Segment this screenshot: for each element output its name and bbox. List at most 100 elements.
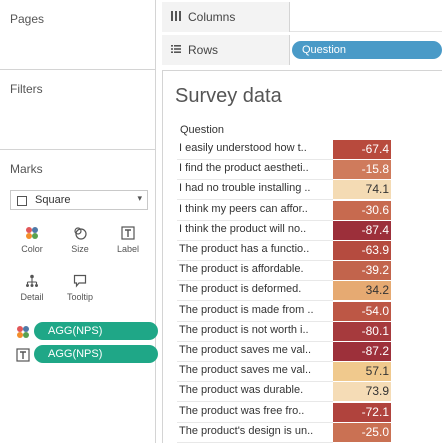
table-row[interactable]: The product is affordable. -39.2 xyxy=(163,260,442,282)
row-divider xyxy=(177,239,333,241)
columns-shelf-header: Columns xyxy=(162,2,290,32)
table-row[interactable]: The product's design is un.. -25.0 xyxy=(163,422,442,443)
table-row[interactable]: The product is not worth i.. -80.1 xyxy=(163,321,442,342)
table-row[interactable]: The product is deformed. 34.2 xyxy=(163,280,442,302)
size-circles-icon xyxy=(60,222,100,244)
viz-title: Survey data xyxy=(175,85,282,107)
question-label: I think my peers can affor.. xyxy=(179,202,308,215)
question-column-header[interactable]: Question xyxy=(180,124,225,136)
mark-type-dropdown[interactable]: Square ▾ xyxy=(10,190,148,210)
row-divider xyxy=(177,219,333,221)
columns-bars-icon xyxy=(170,10,182,22)
marks-card: Marks xyxy=(0,150,156,443)
nps-value-cell[interactable]: 74.1 xyxy=(333,180,391,200)
tooltip-button[interactable]: Tooltip xyxy=(60,270,100,310)
question-label: The product is deformed. xyxy=(179,283,302,296)
table-row[interactable]: The product saves me val.. -87.2 xyxy=(163,341,442,362)
question-label: The product is not worth i.. xyxy=(179,323,309,336)
table-row[interactable]: The product was free fro.. -72.1 xyxy=(163,402,442,423)
rows-shelf-header: Rows xyxy=(162,35,290,65)
row-divider xyxy=(177,159,333,160)
row-divider xyxy=(177,381,333,383)
tooltip-button-label: Tooltip xyxy=(66,292,93,302)
table-row[interactable]: The product is made from .. -54.0 xyxy=(163,301,442,322)
color-field-pill[interactable]: AGG(NPS) xyxy=(34,322,158,340)
question-field-pill[interactable]: Question xyxy=(292,41,442,59)
nps-value-cell[interactable]: -87.4 xyxy=(333,220,391,240)
viz-area: Survey data Question I easily understood… xyxy=(162,70,442,443)
rows-lines-icon xyxy=(170,43,182,55)
tooltip-bubble-icon xyxy=(60,270,100,292)
row-divider xyxy=(177,260,333,261)
pages-card[interactable]: Pages xyxy=(0,0,156,70)
size-button-label: Size xyxy=(71,244,89,254)
row-divider xyxy=(177,441,333,443)
row-divider xyxy=(177,179,333,181)
table-row[interactable]: I think the product will no.. -87.4 xyxy=(163,220,442,241)
nps-value-cell[interactable]: -72.1 xyxy=(333,402,391,422)
question-label: The product saves me val.. xyxy=(179,364,312,377)
table-row[interactable]: The product has a functio.. -63.9 xyxy=(163,240,442,261)
left-pane: Pages Filters Marks Square ▾ Color Si xyxy=(0,0,158,443)
mark-type-value: Square xyxy=(35,194,71,206)
question-label: I easily understood how t.. xyxy=(179,142,307,154)
text-t-icon xyxy=(16,348,30,362)
table-row[interactable]: The product was durable. 73.9 xyxy=(163,381,442,403)
text-t-icon xyxy=(108,222,148,244)
row-divider xyxy=(177,401,333,403)
columns-shelf-label: Columns xyxy=(188,10,236,24)
marks-color-field-row: AGG(NPS) xyxy=(14,322,158,340)
table-row[interactable]: The product saves me val.. 57.1 xyxy=(163,361,442,383)
nps-value-cell[interactable]: -30.6 xyxy=(333,200,391,220)
detail-button-label: Detail xyxy=(20,292,44,302)
detail-tree-icon xyxy=(12,270,52,292)
color-button[interactable]: Color xyxy=(12,222,52,262)
rows-shelf-label: Rows xyxy=(188,43,219,57)
pages-card-title: Pages xyxy=(10,12,45,26)
nps-value-cell[interactable]: -80.1 xyxy=(333,321,391,341)
table-row[interactable]: I think my peers can affor.. -30.6 xyxy=(163,200,442,221)
nps-value-cell[interactable]: 57.1 xyxy=(333,362,391,382)
nps-value-cell[interactable]: 73.9 xyxy=(333,382,391,402)
rows-shelf[interactable]: Rows Question xyxy=(162,35,442,65)
row-divider xyxy=(177,340,333,342)
nps-value-cell[interactable]: 34.2 xyxy=(333,281,391,301)
size-button[interactable]: Size xyxy=(60,222,100,262)
question-label: The product was free fro.. xyxy=(179,404,305,417)
nps-value-cell[interactable]: -87.2 xyxy=(333,342,391,361)
table-row[interactable]: I easily understood how t.. -67.4 xyxy=(163,139,442,160)
table-row[interactable]: I find the product aestheti.. -15.8 xyxy=(163,159,442,181)
filters-card[interactable]: Filters xyxy=(0,70,156,150)
question-label: The product has a functio.. xyxy=(179,243,310,255)
filters-card-title: Filters xyxy=(10,82,43,96)
row-divider xyxy=(177,199,333,201)
question-label: The product is made from .. xyxy=(179,303,314,316)
row-divider xyxy=(177,320,333,322)
marks-card-title: Marks xyxy=(10,162,43,176)
dropdown-caret-icon: ▾ xyxy=(137,193,142,203)
label-field-pill[interactable]: AGG(NPS) xyxy=(34,345,158,363)
row-divider xyxy=(177,361,333,362)
label-button[interactable]: Label xyxy=(108,222,148,262)
nps-value-cell[interactable]: -15.8 xyxy=(333,160,391,180)
nps-value-cell[interactable]: -39.2 xyxy=(333,261,391,281)
nps-value-cell[interactable]: -25.0 xyxy=(333,422,391,442)
nps-value-cell[interactable]: -67.4 xyxy=(333,140,391,159)
shelves-area: Columns Rows Question xyxy=(162,0,442,66)
nps-value-cell[interactable]: -63.9 xyxy=(333,241,391,260)
square-mark-icon xyxy=(17,196,27,206)
question-label: The product's design is un.. xyxy=(179,424,314,437)
row-divider xyxy=(177,300,333,302)
columns-shelf[interactable]: Columns xyxy=(162,2,442,32)
detail-button[interactable]: Detail xyxy=(12,270,52,310)
nps-value-cell[interactable]: -54.0 xyxy=(333,301,391,321)
label-button-label: Label xyxy=(116,244,140,254)
row-divider xyxy=(177,280,333,282)
marks-label-field-row: AGG(NPS) xyxy=(14,345,158,363)
question-label: The product was durable. xyxy=(179,384,304,397)
question-label: I had no trouble installing .. xyxy=(179,182,311,195)
table-row[interactable]: I had no trouble installing .. 74.1 xyxy=(163,179,442,201)
question-label: I find the product aestheti.. xyxy=(179,162,309,175)
color-dots-icon xyxy=(12,222,52,244)
question-label: The product saves me val.. xyxy=(179,344,312,356)
